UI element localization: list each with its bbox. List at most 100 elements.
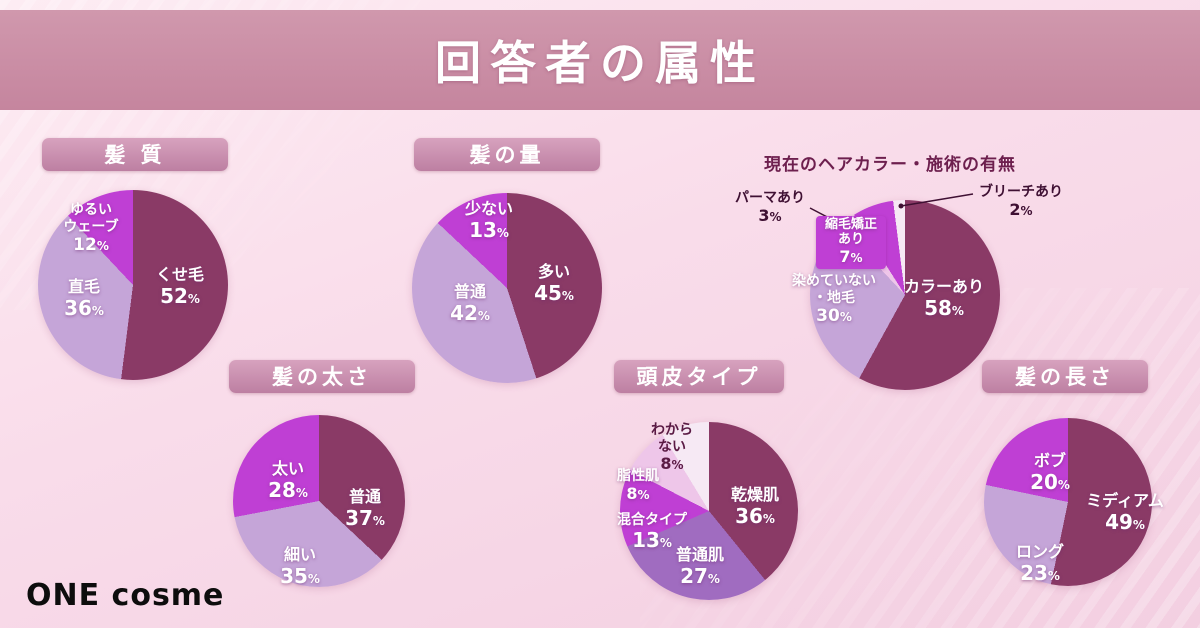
segment-label-kusege: くせ毛 52% [138,265,222,309]
segment-value: 23% [1000,560,1080,586]
segment-name: 乾燥肌 [730,485,779,504]
percent-sign: % [1057,477,1070,492]
chart-hair-length: 髪の長さ ミディアム 49% ロング 23% ボブ 20% [972,360,1182,615]
segment-value: 30% [784,306,884,326]
segment-name: ミディアム [1086,491,1164,510]
segment-name: 普通肌 [675,545,724,564]
segment-value-number: 37 [345,505,373,530]
chart-hair-volume: 髪の量 多い 45% 普通 42% 少ない 13% [392,138,622,383]
segment-value: 52% [138,283,222,309]
pie-scalp-type [620,422,798,600]
segment-value: 7% [820,246,882,267]
segment-label-futsuu: 普通 37% [325,487,405,531]
segment-value-number: 23 [1020,560,1048,585]
segment-name: 直毛 [67,277,100,296]
percent-sign: % [951,303,964,318]
segment-value-number: 45 [534,280,562,305]
segment-name: ない [658,438,686,455]
percent-sign: % [372,513,385,528]
segment-value-number: 27 [680,563,708,588]
segment-value-number: 8 [626,483,638,503]
segment-label-bob: ボブ 20% [1012,451,1088,494]
segment-value-number: 3 [758,205,770,225]
segment-label-long: ロング 23% [1000,542,1080,586]
segment-value-number: 58 [924,295,952,320]
percent-sign: % [1132,517,1145,532]
segment-label-someteinai: 染めていない ・地毛 30% [784,273,884,326]
chart-scalp-type: 頭皮タイプ 乾燥肌 36% 普通肌 27% 混合タイプ 13% 脂性肌 8% わ… [592,360,820,625]
chart-hair-quality: 髪 質 くせ毛 52% 直毛 36% ゆるい ウェーブ 12% [20,138,250,383]
segment-value: 45% [514,280,594,306]
percent-sign: % [707,571,720,586]
segment-value: 28% [250,477,326,503]
segment-value-number: 7 [839,246,851,266]
segment-value: 8% [602,483,674,504]
percent-sign: % [769,209,782,224]
segment-label-futsuu: 普通 42% [430,282,510,325]
segment-value-number: 8 [660,454,672,474]
segment-label-perm-ari: パーマあり 3% [730,190,810,225]
segment-value-number: 20 [1030,469,1058,494]
page-title: 回答者の属性 [435,36,765,90]
segment-value: 49% [1075,509,1175,535]
chart-hair-thickness: 髪の太さ 普通 37% 細い 35% 太い 28% [222,360,422,615]
segment-name: ブリーチあり [979,184,1063,200]
segment-name: ウェーブ [63,218,119,235]
segment-name: 太い [271,459,304,478]
percent-sign: % [850,250,863,265]
segment-value: 36% [715,503,795,529]
segment-value-number: 30 [816,306,840,327]
segment-label-wakaranai: わから ない 8% [634,422,710,474]
segment-value: 36% [46,295,122,321]
segment-name: 多い [537,262,570,281]
segment-value-number: 12 [73,235,97,256]
segment-name: 縮毛矯正 [824,217,877,232]
segment-label-ooi: 多い 45% [514,262,594,306]
percent-sign: % [96,239,109,254]
pie-hair-length [984,418,1152,586]
segment-label-shiseihada: 脂性肌 8% [602,468,674,503]
percent-sign: % [1047,568,1060,583]
segment-value: 35% [256,563,344,589]
segment-value-number: 36 [64,295,92,320]
chart-title-hair-thickness: 髪の太さ [229,360,415,393]
segment-value-number: 28 [268,477,296,502]
header-banner: 回答者の属性 [0,10,1200,110]
percent-sign: % [637,487,650,502]
segment-name: ロング [1015,542,1064,561]
segment-value: 37% [325,505,405,531]
percent-sign: % [659,535,672,550]
segment-label-color-ari: カラーあり 58% [896,277,992,321]
segment-name: ボブ [1033,451,1066,470]
percent-sign: % [187,291,200,306]
segment-label-kongou-type: 混合タイプ 13% [606,512,698,552]
segment-label-shukumou-kyousei: 縮毛矯正 あり 7% [816,216,886,269]
segment-value-number: 42 [450,300,478,325]
segment-value-number: 13 [469,217,497,242]
segment-name: 細い [283,545,316,564]
segment-label-hosoi: 細い 35% [256,545,344,589]
percent-sign: % [496,225,509,240]
segment-value-number: 35 [280,563,308,588]
chart-title-hair-quality: 髪 質 [42,138,228,171]
segment-label-kansouhada: 乾燥肌 36% [715,485,795,529]
segment-value-number: 13 [632,527,660,552]
segment-value-number: 36 [735,503,763,528]
segment-name: あり [837,232,864,248]
segment-label-sukunai: 少ない 13% [444,199,534,243]
percent-sign: % [839,310,852,325]
percent-sign: % [307,571,320,586]
segment-value: 13% [444,217,534,243]
segment-name: 脂性肌 [617,468,659,484]
segment-value-number: 52 [160,283,188,308]
segment-value-number: 49 [1105,509,1133,534]
segment-value: 58% [896,295,992,321]
chart-title-hair-color-treatment: 現在のヘアカラー・施術の有無 [764,155,1016,175]
segment-name: ゆるい [70,202,112,218]
chart-hair-color-treatment: 現在のヘアカラー・施術の有無 カラーあり 58% 染めていない ・地毛 30% … [718,138,1063,393]
segment-value: 27% [660,563,740,589]
brand-logo: ONE cosme [26,578,225,613]
segment-label-medium: ミディアム 49% [1075,491,1175,535]
percent-sign: % [762,511,775,526]
